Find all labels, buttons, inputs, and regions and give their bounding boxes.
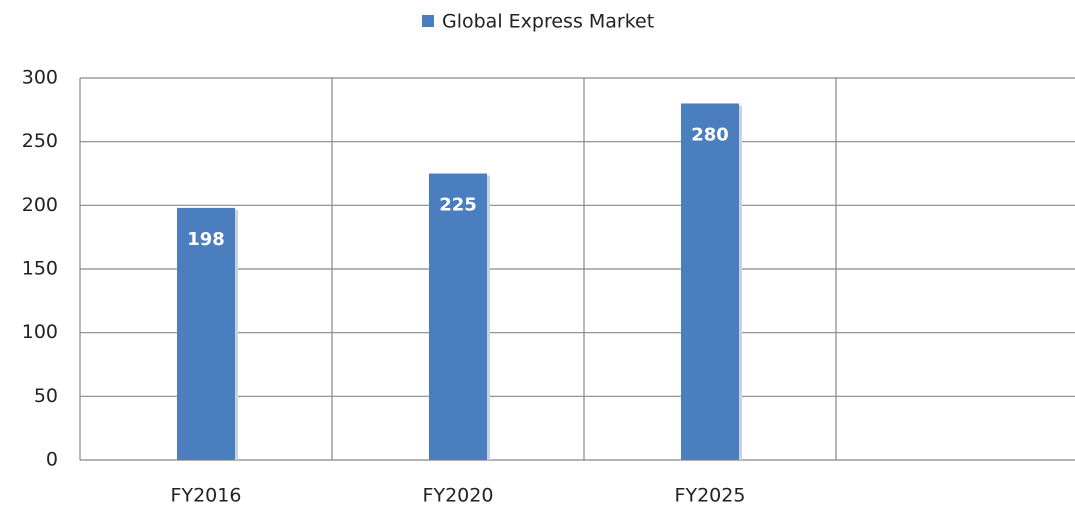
y-tick-label: 250 (22, 130, 58, 152)
bar (429, 173, 487, 460)
bar (681, 103, 739, 460)
legend-swatch (422, 15, 434, 27)
value-label: 225 (439, 195, 477, 216)
legend-label: Global Express Market (442, 11, 654, 33)
value-label: 280 (691, 124, 729, 145)
x-tick-label: FY2016 (171, 485, 242, 507)
bar (177, 207, 235, 460)
y-tick-label: 150 (22, 258, 58, 280)
y-tick-label: 100 (22, 321, 58, 343)
x-tick-label: FY2020 (423, 485, 494, 507)
value-label: 198 (187, 229, 225, 250)
y-tick-label: 200 (22, 194, 58, 216)
y-tick-label: 300 (22, 67, 58, 89)
y-tick-label: 50 (34, 385, 58, 407)
y-tick-label: 0 (46, 449, 58, 471)
x-tick-label: FY2025 (675, 485, 746, 507)
